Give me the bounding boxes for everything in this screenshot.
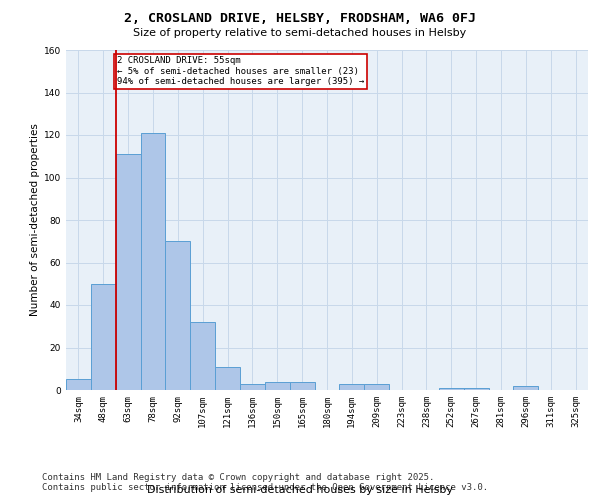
Text: Distribution of semi-detached houses by size in Helsby: Distribution of semi-detached houses by …: [147, 485, 453, 495]
Bar: [290, 382, 314, 390]
Text: Size of property relative to semi-detached houses in Helsby: Size of property relative to semi-detach…: [133, 28, 467, 38]
Bar: [265, 382, 290, 390]
Bar: [364, 384, 389, 390]
Bar: [66, 380, 91, 390]
Text: 2 CROSLAND DRIVE: 55sqm
← 5% of semi-detached houses are smaller (23)
94% of sem: 2 CROSLAND DRIVE: 55sqm ← 5% of semi-det…: [117, 56, 364, 86]
Text: 2, CROSLAND DRIVE, HELSBY, FRODSHAM, WA6 0FJ: 2, CROSLAND DRIVE, HELSBY, FRODSHAM, WA6…: [124, 12, 476, 26]
Bar: [439, 388, 464, 390]
Bar: [514, 386, 538, 390]
Bar: [166, 242, 190, 390]
Bar: [140, 133, 166, 390]
Y-axis label: Number of semi-detached properties: Number of semi-detached properties: [30, 124, 40, 316]
Bar: [464, 388, 488, 390]
Bar: [116, 154, 140, 390]
Bar: [190, 322, 215, 390]
Bar: [91, 284, 116, 390]
Bar: [340, 384, 364, 390]
Bar: [215, 366, 240, 390]
Text: Contains HM Land Registry data © Crown copyright and database right 2025.
Contai: Contains HM Land Registry data © Crown c…: [42, 472, 488, 492]
Bar: [240, 384, 265, 390]
